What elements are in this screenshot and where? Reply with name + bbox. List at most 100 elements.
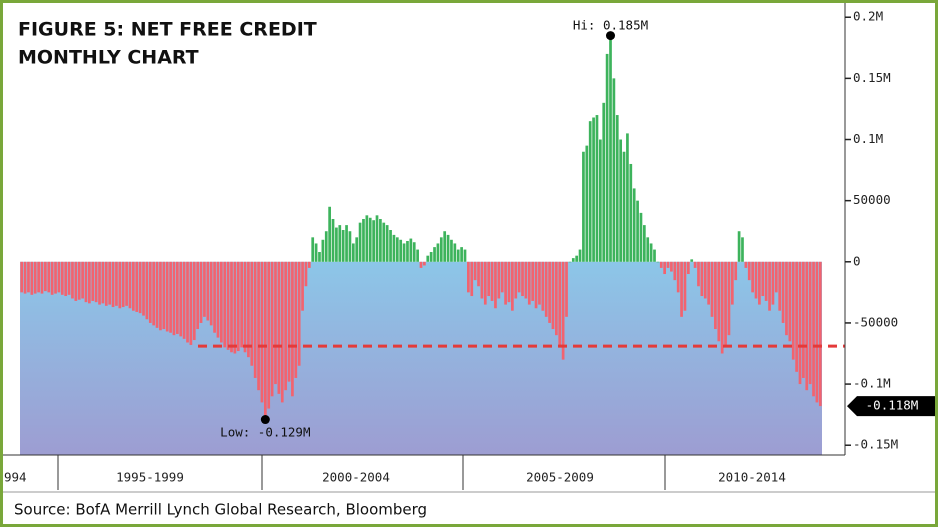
bar <box>494 261 497 309</box>
bar <box>412 242 416 262</box>
bar <box>240 261 244 348</box>
bar <box>385 225 389 262</box>
bar <box>27 261 30 293</box>
bar <box>555 261 558 336</box>
bar <box>534 261 538 309</box>
bar <box>250 261 254 366</box>
x-tick-label: 2010-2014 <box>718 470 786 485</box>
bar <box>206 261 210 321</box>
bar <box>717 261 721 342</box>
bar <box>186 261 189 343</box>
bar <box>815 261 819 403</box>
bar <box>741 237 744 262</box>
bar <box>291 261 294 397</box>
bar <box>497 261 501 299</box>
bar <box>659 261 663 268</box>
bar <box>707 261 710 305</box>
bar <box>710 261 714 317</box>
bar <box>345 225 348 262</box>
bar <box>751 261 754 293</box>
bar <box>209 261 213 326</box>
bar <box>615 115 619 262</box>
bar <box>57 261 61 293</box>
bar <box>758 261 761 305</box>
bar <box>548 261 551 323</box>
bar <box>253 261 257 378</box>
bar <box>392 234 396 262</box>
bar <box>84 261 88 303</box>
bar <box>714 261 717 330</box>
bar <box>406 241 409 262</box>
bar <box>189 261 193 345</box>
bar <box>443 231 447 262</box>
bar <box>467 261 470 293</box>
bar <box>419 261 423 268</box>
y-tick-label: 50000 <box>853 192 891 207</box>
bar <box>490 261 494 301</box>
bar <box>473 261 477 281</box>
bar <box>670 261 673 272</box>
bar <box>247 261 250 358</box>
bar <box>409 238 413 262</box>
bar <box>223 261 227 348</box>
bar <box>172 261 176 336</box>
bar <box>544 261 548 317</box>
bar <box>724 261 727 348</box>
bar <box>460 247 463 262</box>
bar <box>50 261 54 295</box>
bar <box>649 243 653 262</box>
chart-title: MONTHLY CHART <box>18 47 199 69</box>
bar <box>602 102 606 262</box>
bar <box>196 261 200 330</box>
bar <box>182 261 186 339</box>
bar <box>477 261 480 287</box>
bar <box>470 261 474 297</box>
bar <box>585 145 589 262</box>
bar <box>402 243 406 262</box>
bar <box>301 261 304 311</box>
bar <box>663 261 666 275</box>
y-tick-label: -50000 <box>853 314 898 329</box>
last-value-tag <box>847 396 936 417</box>
bar <box>307 261 311 268</box>
bar <box>734 261 738 281</box>
bar <box>132 261 135 311</box>
bar <box>257 261 260 391</box>
bar <box>318 252 321 262</box>
bar <box>355 237 359 262</box>
bar <box>115 261 118 306</box>
bar <box>88 261 91 304</box>
bar <box>121 261 125 308</box>
bar <box>429 252 433 262</box>
bar <box>54 261 57 294</box>
bar <box>321 239 325 262</box>
bar <box>179 261 183 337</box>
bar <box>436 243 440 262</box>
bar <box>609 35 612 262</box>
bar <box>192 261 196 341</box>
bar <box>626 133 629 262</box>
bar <box>104 261 108 306</box>
bar <box>176 261 179 334</box>
bar <box>382 222 386 262</box>
bar <box>565 261 568 317</box>
bar <box>67 261 71 295</box>
y-tick-label: 0.15M <box>853 70 891 85</box>
bar <box>213 261 216 333</box>
bar <box>771 261 775 305</box>
bar <box>111 261 115 308</box>
bar <box>226 261 230 350</box>
bar <box>37 261 40 293</box>
bar <box>761 261 765 297</box>
bar <box>507 261 511 303</box>
bar <box>274 261 277 385</box>
bar <box>805 261 809 391</box>
y-tick-label: 0 <box>853 253 861 268</box>
bar <box>511 261 514 311</box>
bar <box>487 261 491 297</box>
high-marker <box>606 31 616 41</box>
bar <box>798 261 802 385</box>
bar <box>219 261 223 343</box>
bar <box>20 261 24 293</box>
